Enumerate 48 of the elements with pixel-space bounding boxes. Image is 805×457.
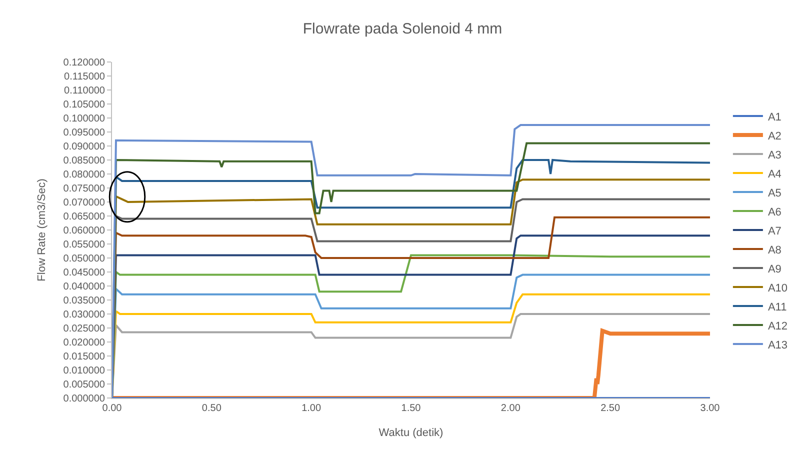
legend-label: A12 [768, 320, 788, 332]
legend-label: A8 [768, 244, 782, 256]
legend-label: A10 [768, 282, 788, 294]
legend-label: A13 [768, 339, 788, 352]
y-tick-label: 0.095000 [63, 128, 106, 138]
y-tick-label: 0.080000 [63, 170, 106, 180]
y-tick-label: 0.040000 [63, 282, 106, 292]
y-tick-label: 0.105000 [63, 100, 106, 110]
legend-label: A2 [768, 130, 782, 142]
y-axis-title: Flow Rate (cm3/Sec) [36, 178, 48, 282]
y-tick-label: 0.115000 [64, 72, 106, 82]
y-tick-label: 0.065000 [63, 212, 106, 222]
y-tick-label: 0.000000 [63, 394, 106, 404]
x-tick-label: 2.00 [500, 403, 521, 414]
y-tick-label: 0.060000 [63, 226, 106, 236]
y-tick-label: 0.010000 [63, 366, 106, 376]
y-tick-label: 0.070000 [63, 198, 106, 208]
y-tick-label: 0.015000 [63, 352, 106, 362]
y-tick-label: 0.020000 [63, 338, 106, 348]
legend-label: A5 [768, 187, 782, 200]
x-axis-title: Waktu (detik) [378, 427, 444, 440]
y-tick-label: 0.120000 [63, 58, 106, 68]
y-tick-label: 0.050000 [63, 254, 106, 264]
x-tick-label: 0.00 [102, 403, 122, 414]
legend-label: A11 [768, 301, 787, 314]
legend-label: A7 [768, 225, 782, 238]
y-tick-label: 0.005000 [63, 380, 106, 390]
y-tick-label: 0.035000 [63, 296, 106, 306]
legend-label: A3 [768, 149, 782, 162]
x-tick-label: 2.50 [600, 403, 620, 414]
x-tick-label: 3.00 [700, 403, 720, 414]
y-tick-label: 0.045000 [63, 268, 106, 278]
legend-label: A6 [768, 206, 782, 218]
x-tick-label: 0.50 [202, 403, 222, 414]
legend-label: A9 [768, 263, 782, 276]
legend-label: A4 [768, 168, 782, 180]
y-tick-label: 0.110000 [64, 86, 106, 96]
x-tick-label: 1.50 [401, 403, 422, 414]
y-tick-label: 0.025000 [63, 324, 106, 334]
x-tick-label: 1.00 [302, 403, 322, 414]
y-tick-label: 0.075000 [63, 184, 106, 194]
y-tick-label: 0.100000 [63, 114, 106, 124]
legend-label: A1 [768, 111, 782, 124]
y-tick-label: 0.055000 [63, 240, 106, 250]
chart-title: Flowrate pada Solenoid 4 mm [302, 20, 502, 38]
y-tick-label: 0.090000 [63, 142, 106, 152]
y-tick-label: 0.030000 [63, 310, 106, 320]
y-tick-label: 0.085000 [63, 156, 106, 166]
